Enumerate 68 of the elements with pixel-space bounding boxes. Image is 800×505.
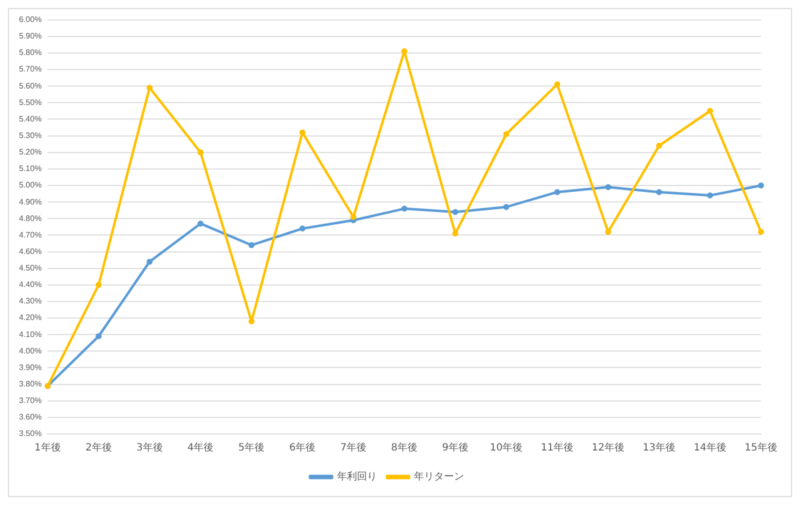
y-tick-label: 3.60% <box>18 412 42 422</box>
point <box>401 206 408 212</box>
point <box>605 228 612 235</box>
y-tick-label: 5.30% <box>18 130 42 140</box>
point <box>656 189 662 196</box>
point <box>758 228 764 235</box>
x-tick-label: 7年後 <box>340 442 367 454</box>
x-tick-label: 10年後 <box>490 442 523 454</box>
y-tick-label: 5.80% <box>18 48 42 58</box>
y-tick-label: 6.00% <box>18 15 42 24</box>
x-tick-label: 11年後 <box>540 442 574 454</box>
y-tick-label: 5.10% <box>18 164 42 174</box>
y-tick-label: 4.50% <box>18 264 42 273</box>
x-tick-label: 12年後 <box>592 442 625 454</box>
point <box>96 333 102 340</box>
y-tick-label: 4.20% <box>18 313 42 322</box>
y-tick-label: 5.20% <box>18 148 42 157</box>
x-tick-label: 8年後 <box>391 442 418 454</box>
point <box>656 142 662 149</box>
x-tick-label: 6年後 <box>289 442 316 454</box>
x-tick-label: 2年後 <box>85 442 112 454</box>
y-tick-label: 4.90% <box>18 197 42 206</box>
y-tick-label: 5.90% <box>18 32 42 41</box>
x-tick-label: 13年後 <box>642 442 676 454</box>
y-tick-label: 4.70% <box>18 230 42 240</box>
point <box>401 48 408 54</box>
y-tick-label: 5.00% <box>18 180 42 190</box>
point <box>452 230 458 237</box>
x-tick-label: 5年後 <box>238 442 265 454</box>
y-tick-label: 4.10% <box>18 330 42 339</box>
x-tick-label: 14年後 <box>694 442 726 454</box>
y-tick-label: 4.00% <box>18 346 42 356</box>
x-tick-label: 4年後 <box>187 442 214 454</box>
y-tick-label: 3.50% <box>18 429 42 438</box>
point <box>96 282 102 288</box>
y-tick-label: 3.70% <box>18 396 42 406</box>
y-tick-label: 4.60% <box>18 246 42 256</box>
y-tick-label: 5.40% <box>18 114 42 124</box>
y-tick-label: 5.60% <box>18 81 42 90</box>
point <box>554 81 560 88</box>
legend-label: 年リターン <box>414 470 464 483</box>
point <box>758 182 764 188</box>
point <box>299 129 306 136</box>
x-tick-label: 9年後 <box>442 442 468 454</box>
point <box>452 208 458 215</box>
x-tick-label: 1年後 <box>34 442 61 454</box>
point <box>248 242 254 248</box>
point <box>503 131 510 138</box>
point <box>503 204 510 210</box>
point <box>198 149 204 156</box>
y-tick-label: 5.70% <box>18 64 42 74</box>
y-tick-label: 3.80% <box>18 380 42 388</box>
point <box>707 192 714 198</box>
y-tick-label: 4.40% <box>18 280 42 290</box>
point <box>299 226 306 232</box>
y-tick-label: 5.50% <box>18 98 42 107</box>
x-tick-label: 3年後 <box>136 442 163 454</box>
y-tick-label: 4.30% <box>18 296 42 306</box>
legend-label: 年利回り <box>337 470 377 483</box>
point <box>146 258 153 265</box>
point <box>707 108 714 114</box>
point <box>554 189 560 196</box>
y-tick-label: 3.90% <box>18 362 42 372</box>
x-tick-label: 15年後 <box>744 442 778 454</box>
point <box>605 184 612 190</box>
point <box>198 220 204 227</box>
y-tick-label: 4.80% <box>18 214 42 223</box>
point <box>146 84 153 91</box>
